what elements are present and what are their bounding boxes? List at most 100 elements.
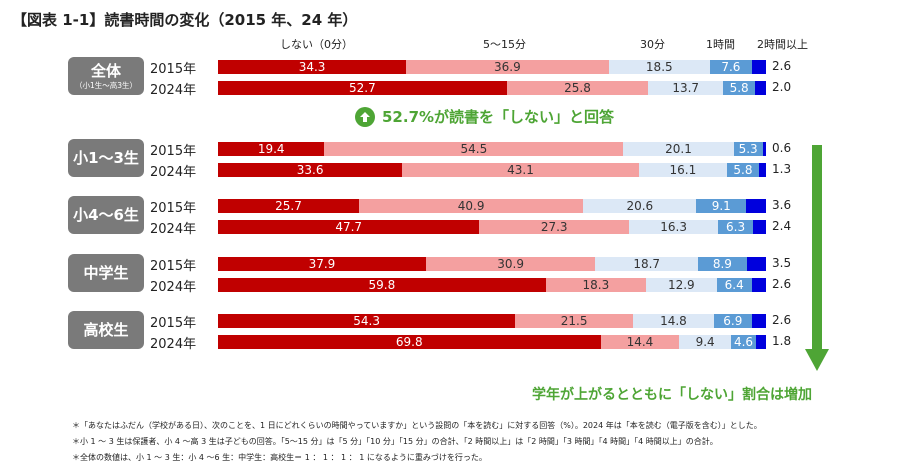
group-label: 小4～6生: [68, 196, 144, 234]
bar-segment: 40.9: [358, 199, 584, 213]
data-label: 8.9: [712, 257, 732, 271]
group-label-text: 中学生: [83, 264, 129, 282]
data-label: 40.9: [457, 199, 485, 213]
bar-segment: 18.5: [608, 60, 711, 74]
data-label: 5.8: [733, 163, 753, 177]
category-header: 2時間以上: [757, 38, 808, 51]
data-label: 5.3: [738, 142, 758, 156]
bar-segment: 14.8: [632, 314, 714, 328]
data-label: 13.7: [672, 81, 700, 95]
down-arrow-icon: [805, 145, 829, 371]
bar-segment: 13.7: [648, 81, 724, 95]
year-label: 2015年: [150, 201, 197, 216]
trend-text: 学年が上がるとともに「しない」割合は増加: [532, 387, 812, 403]
data-label: 43.1: [507, 163, 534, 177]
bar-segment: 9.4: [679, 335, 731, 349]
data-label: 27.3: [540, 220, 568, 234]
bar-segment: 9.1: [696, 199, 747, 213]
footnote-3: ＊全体の数値は、小 1 ～ 3 生：小 4 ～6 生：中学生：高校生＝ 1 ： …: [72, 453, 487, 462]
group-label: 高校生: [68, 311, 144, 349]
bar-segment: 18.7: [595, 257, 698, 271]
bar-segment: 19.4: [218, 142, 325, 156]
data-label: 12.9: [667, 278, 695, 292]
data-label: 33.6: [296, 163, 324, 177]
bar-segment: 7.6: [710, 60, 752, 74]
bar-segment: 4.6: [730, 335, 757, 349]
group-label-text: 小4～6生: [73, 206, 139, 224]
category-header: 30分: [640, 38, 665, 51]
group-label: 全体 （小1生～高3生）: [68, 57, 144, 95]
data-label: 5.8: [729, 81, 749, 95]
data-label: 54.5: [460, 142, 488, 156]
bar-segment: [752, 220, 766, 234]
bar-segment: [758, 163, 766, 177]
category-header: 1時間: [706, 38, 735, 51]
data-label: 16.3: [660, 220, 687, 234]
stacked-bar: 47.7 27.3 16.3 6.3: [218, 220, 766, 234]
year-label: 2015年: [150, 259, 197, 274]
bar-segment: [755, 81, 766, 95]
data-label: 4.6: [733, 335, 754, 349]
data-label: 2.4: [772, 219, 792, 233]
data-label: 25.7: [275, 199, 302, 213]
group-label: 中学生: [68, 254, 144, 292]
bar-segment: 6.3: [718, 220, 753, 234]
bar-segment: 18.3: [545, 278, 646, 292]
data-label: 18.7: [633, 257, 661, 271]
group-label-text: 小1～3生: [73, 149, 139, 167]
data-label: 20.6: [626, 199, 654, 213]
data-label: 18.5: [645, 60, 673, 74]
year-label: 2024年: [150, 280, 197, 295]
up-arrow-circle-icon: [355, 106, 375, 127]
data-label: 6.4: [724, 278, 744, 292]
bar-segment: 5.8: [727, 163, 759, 177]
bar-segment: [756, 335, 766, 349]
group-sublabel: （小1生～高3生）: [74, 80, 138, 90]
bar-segment: 25.7: [218, 199, 359, 213]
bar-segment: 20.1: [623, 142, 734, 156]
stacked-bar: 25.7 40.9 20.6 9.1: [218, 199, 766, 213]
stacked-bar: 34.3 36.9 18.5 7.6: [218, 60, 766, 74]
data-label: 6.3: [726, 220, 746, 234]
bar-segment: 14.4: [600, 335, 680, 349]
stacked-bar: 19.4 54.5 20.1 5.3: [218, 142, 766, 156]
data-label: 20.1: [665, 142, 692, 156]
data-label: 34.3: [298, 60, 326, 74]
bar-segment: 54.3: [218, 314, 516, 328]
data-label: 36.9: [493, 60, 521, 74]
data-label: 0.6: [772, 141, 792, 155]
data-label: 69.8: [395, 335, 423, 349]
stacked-bar: 33.6 43.1 16.1 5.8: [218, 163, 766, 177]
bar-segment: [746, 257, 766, 271]
bar-segment: 5.8: [723, 81, 755, 95]
bar-segment: 21.5: [515, 314, 633, 328]
data-label: 7.6: [721, 60, 741, 74]
bar-segment: [751, 278, 766, 292]
category-header: しない（0分）: [280, 38, 353, 51]
callout-text: 52.7%が読書を「しない」と回答: [382, 108, 615, 126]
year-label: 2024年: [150, 165, 197, 180]
data-label: 9.1: [711, 199, 731, 213]
bar-segment: 20.6: [583, 199, 697, 213]
bar-segment: [751, 314, 766, 328]
data-label: 1.8: [772, 334, 792, 348]
bar-segment: 34.3: [218, 60, 407, 74]
data-label: 52.7: [349, 81, 376, 95]
year-label: 2024年: [150, 222, 197, 237]
stacked-bar: 37.9 30.9 18.7 8.9: [218, 257, 766, 271]
group-label-text: 高校生: [83, 321, 129, 339]
data-label: 16.1: [669, 163, 697, 177]
bar-segment: 16.3: [628, 220, 719, 234]
data-label: 2.6: [772, 59, 792, 73]
bar-segment: 6.4: [716, 278, 752, 292]
group-label-text: 全体: [90, 61, 121, 80]
data-label: 21.5: [560, 314, 588, 328]
stacked-bar: 59.8 18.3 12.9 6.4: [218, 278, 766, 292]
data-label: 19.4: [257, 142, 285, 156]
data-label: 9.4: [695, 335, 715, 349]
bar-segment: 12.9: [645, 278, 717, 292]
bar-segment: 33.6: [218, 163, 403, 177]
bar-segment: 16.1: [638, 163, 728, 177]
chart-title: 【図表 1-1】読書時間の変化（2015 年、24 年）: [12, 11, 358, 29]
bar-segment: 30.9: [425, 257, 596, 271]
